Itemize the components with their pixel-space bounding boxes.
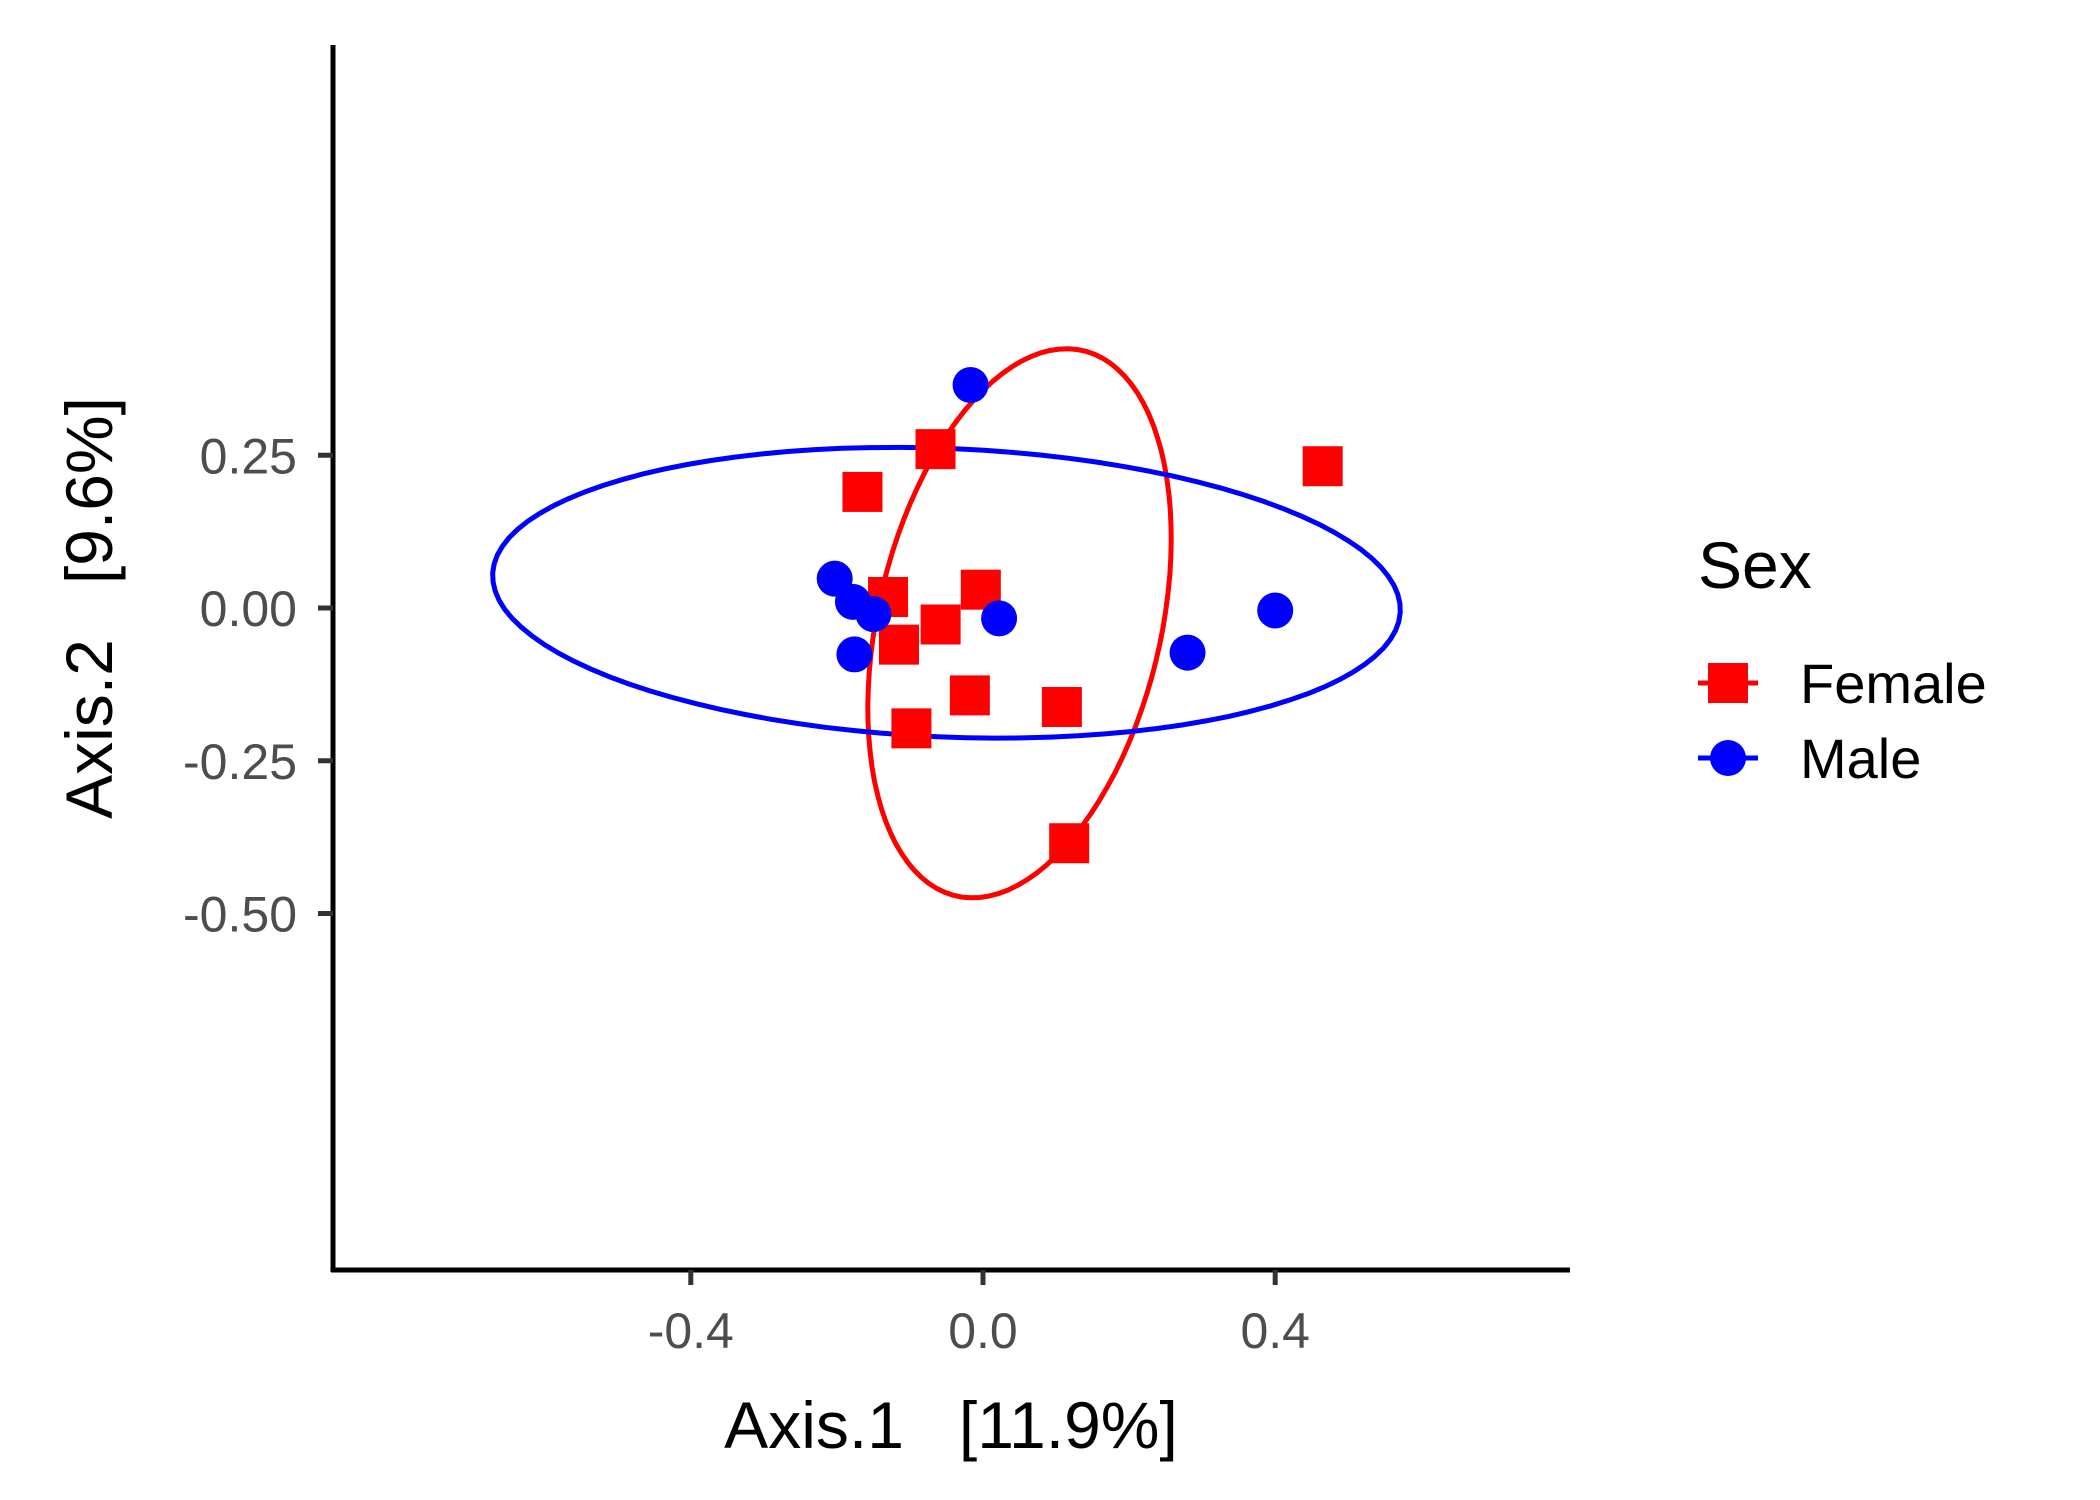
- point-female-11: [1049, 823, 1090, 864]
- plot-area: [490, 346, 1403, 901]
- legend-label: Female: [1800, 652, 1987, 715]
- y-tick-label: 0.25: [200, 428, 297, 484]
- point-female-2: [842, 471, 883, 512]
- legend-title: Sex: [1698, 528, 1812, 602]
- point-male-1: [952, 366, 989, 403]
- x-tick-label: 0.4: [1240, 1303, 1310, 1359]
- point-female-1: [915, 429, 956, 470]
- point-male-6: [836, 636, 873, 673]
- point-female-7: [878, 624, 919, 665]
- ellipse-female: [865, 346, 1174, 901]
- legend-item-female: Female: [1698, 652, 1987, 715]
- point-male-4: [855, 596, 892, 633]
- y-ticks: 0.25 0.00 -0.25 -0.50: [183, 428, 333, 943]
- legend-key-circle: [1710, 740, 1746, 776]
- legend-key-square: [1708, 663, 1748, 703]
- x-tick-label: -0.4: [648, 1303, 734, 1359]
- point-female-8: [949, 675, 990, 716]
- point-female-10: [891, 708, 932, 749]
- y-tick-label: 0.00: [200, 581, 297, 637]
- point-male-7: [1169, 634, 1206, 671]
- x-tick-label: 0.0: [948, 1303, 1018, 1359]
- y-axis-title: Axis.2 [9.6%]: [52, 397, 126, 819]
- point-male-8: [1257, 592, 1294, 629]
- y-tick-label: -0.25: [183, 734, 297, 790]
- point-female-3: [1302, 446, 1343, 487]
- point-male-5: [981, 600, 1018, 637]
- y-tick-label: -0.50: [183, 887, 297, 943]
- legend-item-male: Male: [1698, 727, 1921, 790]
- x-ticks: -0.4 0.0 0.4: [648, 1270, 1310, 1359]
- legend: Sex Female Male: [1698, 528, 1987, 790]
- ellipse-male: [490, 444, 1403, 741]
- legend-items: Female Male: [1698, 652, 1987, 790]
- point-female-9: [1041, 686, 1082, 727]
- x-axis-title: Axis.1 [11.9%]: [724, 1388, 1178, 1462]
- axes: [330, 45, 1570, 1273]
- point-female-6: [920, 604, 961, 645]
- legend-label: Male: [1800, 727, 1921, 790]
